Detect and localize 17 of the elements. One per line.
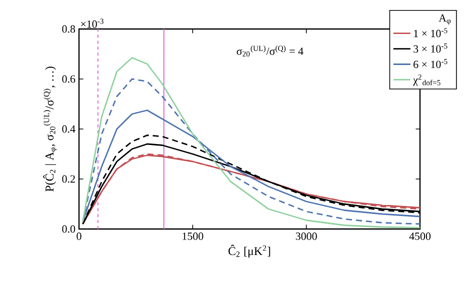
legend-label: 1 × 10$^{-5}$ [414,28,448,38]
y-tick-label: 0.8 [62,25,76,33]
legend-title: A$_{φ}$ [438,14,451,25]
y-tick-label: 0.2 [62,175,75,183]
legend-label: 6 × 10$^{-5}$ [414,59,448,68]
text: ×10$^{-3}$ [81,18,104,28]
x-tick-label: 1500 [182,232,204,240]
legend-label: 3 × 10$^{-5}$ [414,44,448,53]
annotation: σ$_{20}$$^{(UL)}$/σ$^{(Q)}$ = 4 [236,46,304,56]
text: P(Ĉ$_{2}$ | A$_{φ}$, σ$_{20}$$^{(UL)}$/σ$^{(Q)}$, …) [43,66,57,192]
x-tick-label: 4500 [409,232,431,240]
x-tick-label: 3000 [296,232,317,240]
x-axis-title: Ĉ$_{2}$ [μK$^{2}$] [228,244,270,258]
y-tick-label: 0.4 [62,125,76,133]
y-tick-label: 0.0 [62,225,76,233]
x-tick-label: 0 [76,232,82,240]
y-tick-label: 0.6 [62,75,76,83]
